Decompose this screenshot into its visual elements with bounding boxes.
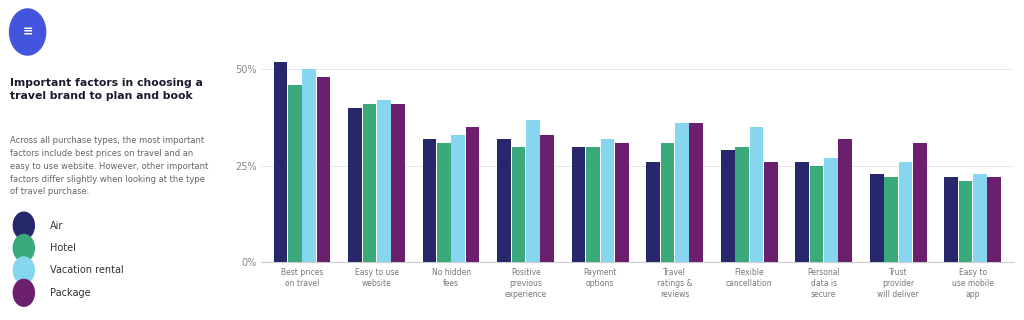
Bar bbox=[750, 127, 763, 262]
Circle shape bbox=[13, 257, 35, 284]
Bar bbox=[526, 119, 540, 262]
Bar bbox=[600, 139, 614, 262]
Bar bbox=[824, 158, 838, 262]
Bar bbox=[437, 143, 451, 262]
Bar bbox=[466, 127, 479, 262]
Bar bbox=[660, 143, 675, 262]
Bar bbox=[423, 139, 436, 262]
Bar bbox=[973, 173, 987, 262]
Circle shape bbox=[13, 235, 35, 261]
Bar bbox=[302, 69, 316, 262]
Bar bbox=[899, 162, 912, 262]
Bar bbox=[512, 147, 525, 262]
Circle shape bbox=[13, 212, 35, 239]
Text: Important factors in choosing a
travel brand to plan and book: Important factors in choosing a travel b… bbox=[10, 78, 203, 101]
Bar bbox=[377, 100, 390, 262]
Text: Hotel: Hotel bbox=[50, 243, 76, 253]
Bar bbox=[288, 85, 302, 262]
Bar bbox=[764, 162, 777, 262]
Bar bbox=[735, 147, 749, 262]
Bar bbox=[675, 124, 689, 262]
Bar bbox=[870, 173, 884, 262]
Bar bbox=[885, 177, 898, 262]
Bar bbox=[273, 61, 288, 262]
Bar bbox=[913, 143, 927, 262]
Bar bbox=[348, 108, 361, 262]
Bar bbox=[498, 139, 511, 262]
Bar bbox=[452, 135, 465, 262]
Bar bbox=[987, 177, 1001, 262]
Circle shape bbox=[9, 9, 46, 55]
Text: Package: Package bbox=[50, 288, 91, 298]
Bar bbox=[391, 104, 404, 262]
Text: Across all purchase types, the most important
factors include best prices on tra: Across all purchase types, the most impo… bbox=[10, 136, 208, 196]
Bar bbox=[721, 150, 734, 262]
Bar bbox=[541, 135, 554, 262]
Bar bbox=[839, 139, 852, 262]
Bar bbox=[689, 124, 703, 262]
Bar bbox=[646, 162, 660, 262]
Text: Vacation rental: Vacation rental bbox=[50, 265, 124, 276]
Circle shape bbox=[13, 279, 35, 306]
Bar bbox=[810, 166, 823, 262]
Text: Air: Air bbox=[50, 220, 63, 231]
Text: ≡: ≡ bbox=[23, 26, 33, 38]
Bar bbox=[958, 181, 973, 262]
Bar bbox=[316, 77, 331, 262]
Bar bbox=[614, 143, 629, 262]
Bar bbox=[586, 147, 600, 262]
Bar bbox=[571, 147, 586, 262]
Bar bbox=[796, 162, 809, 262]
Bar bbox=[362, 104, 376, 262]
Bar bbox=[944, 177, 958, 262]
